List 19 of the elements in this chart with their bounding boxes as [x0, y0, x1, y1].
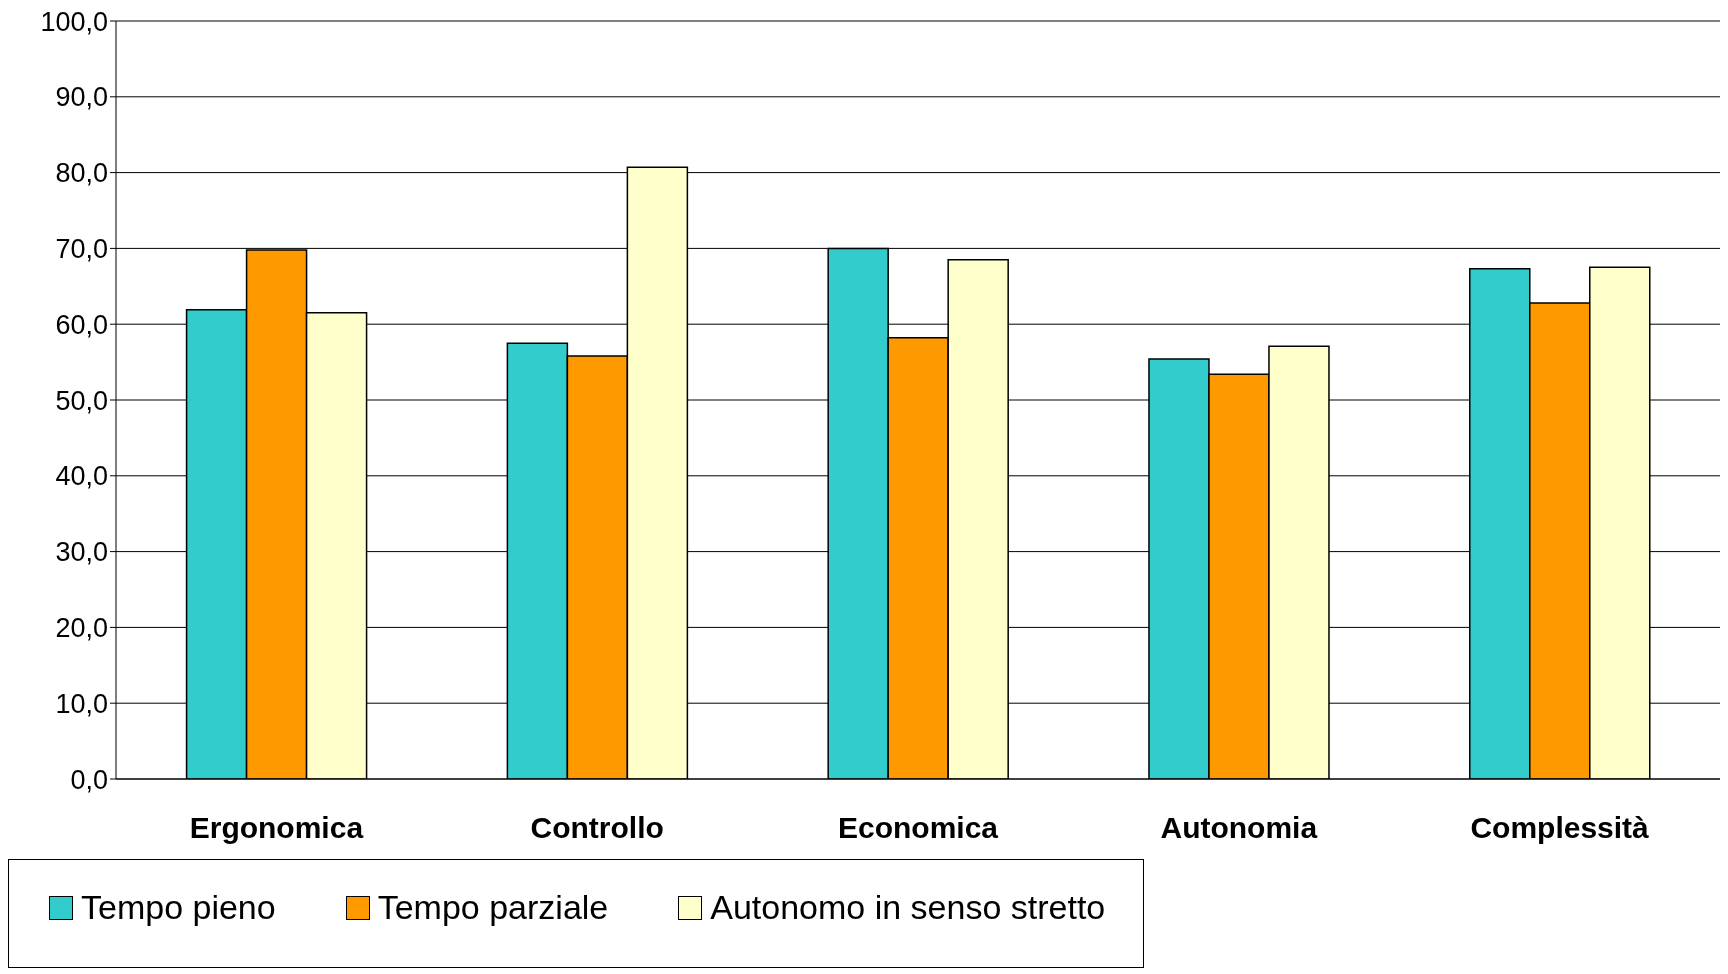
legend-label: Tempo parziale [376, 888, 609, 927]
y-tick-label: 70,0 [55, 233, 108, 264]
y-tick-label: 10,0 [55, 688, 108, 719]
y-tick-label: 30,0 [55, 537, 108, 568]
y-tick-label: 100,0 [40, 6, 108, 37]
x-tick-label: Ergonomica [189, 811, 364, 845]
y-tick-label: 90,0 [55, 82, 108, 113]
y-tick-label: 40,0 [55, 461, 108, 492]
y-tick-label: 80,0 [55, 158, 108, 189]
x-tick-label: Complessità [1470, 811, 1650, 845]
legend-label: Autonomo in senso stretto [709, 888, 1106, 927]
y-tick-label: 0,0 [70, 764, 108, 795]
y-tick-label: 60,0 [55, 309, 108, 340]
x-tick-label: Controllo [530, 811, 664, 845]
y-tick-label: 20,0 [55, 612, 108, 643]
x-tick-label: Autonomia [1160, 811, 1318, 845]
y-tick-label: 50,0 [55, 385, 108, 416]
legend-label: Tempo pieno [80, 888, 276, 927]
x-tick-label: Economica [837, 811, 999, 845]
